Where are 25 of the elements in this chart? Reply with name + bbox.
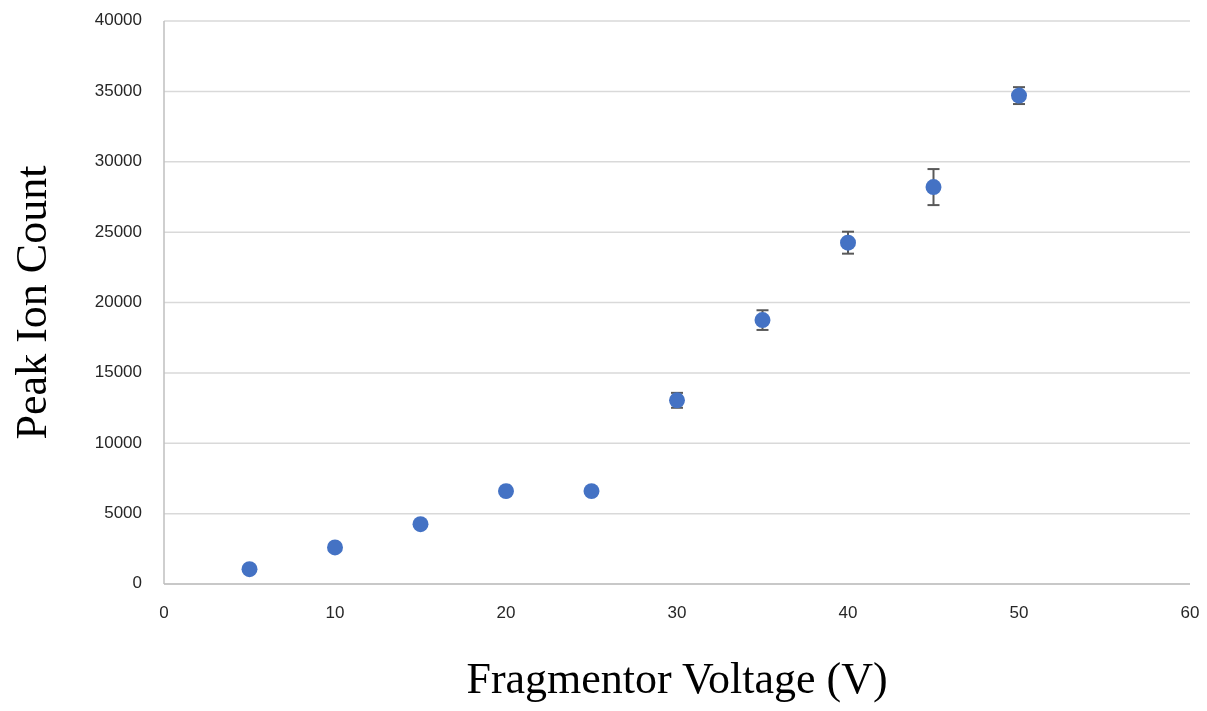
x-tick-label: 40	[838, 603, 858, 622]
point	[327, 539, 343, 556]
y-tick-label: 40000	[94, 10, 142, 30]
x-tick-label: 20	[496, 603, 516, 622]
y-tick-label: 10000	[94, 432, 142, 452]
x-axis-title: Fragmentor Voltage (V)	[466, 654, 888, 703]
point	[241, 561, 258, 578]
y-tick-label: 35000	[94, 80, 142, 100]
point	[925, 179, 942, 196]
y-tick-label: 0	[132, 573, 142, 593]
y-tick-label: 5000	[104, 503, 142, 523]
x-tick-label: 10	[325, 603, 345, 622]
x-tick-label: 0	[159, 603, 169, 622]
y-tick-label: 25000	[94, 221, 142, 241]
point	[412, 516, 429, 533]
x-tick-label: 50	[1009, 603, 1029, 622]
x-tick-label: 30	[667, 603, 687, 622]
point	[583, 483, 600, 500]
x-tick-label: 60	[1180, 603, 1200, 622]
point	[840, 234, 856, 251]
y-axis-title: Peak Ion Count	[7, 165, 56, 440]
point	[498, 483, 514, 500]
y-tick-label: 20000	[94, 291, 142, 311]
y-tick-label: 15000	[94, 362, 142, 382]
y-tick-label: 30000	[94, 151, 142, 171]
